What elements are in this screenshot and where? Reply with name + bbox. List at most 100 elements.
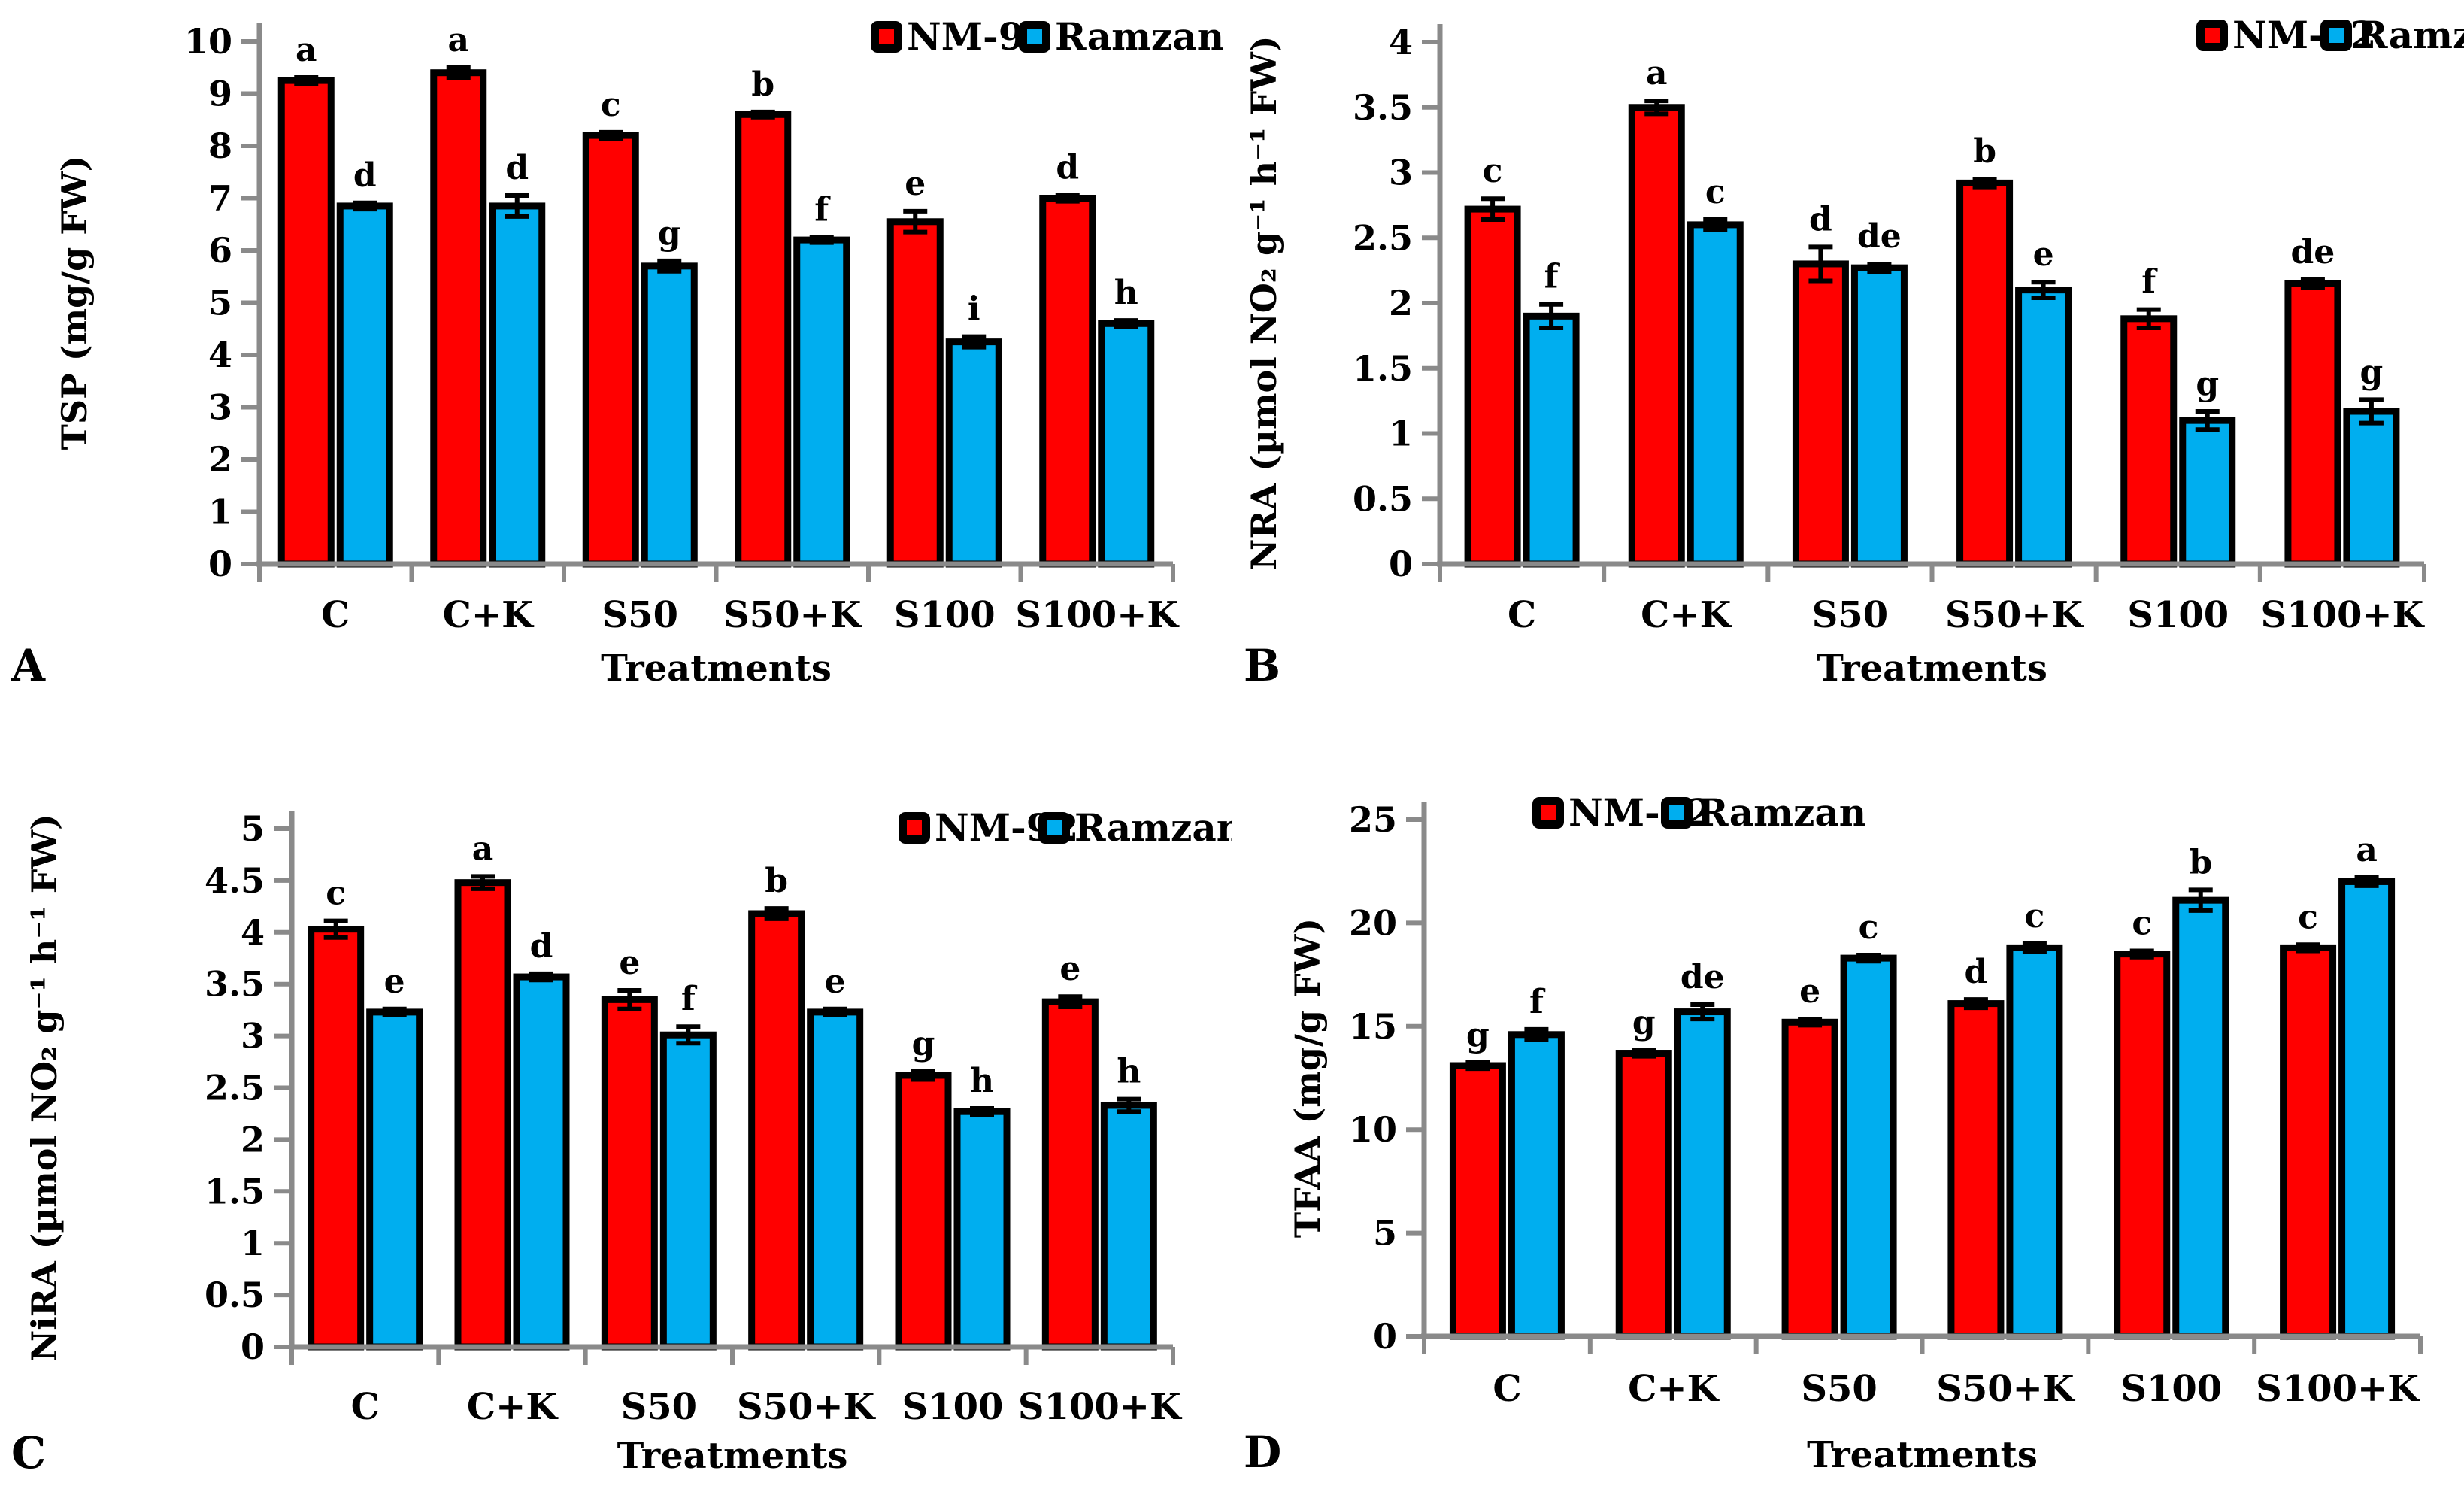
- category-label-s100: S100: [902, 1386, 1004, 1428]
- bar-nm-92-c+k: [1615, 1050, 1672, 1340]
- bar-ramzan-s100+k: [2338, 878, 2396, 1340]
- category-label-s50: S50: [1801, 1368, 1877, 1410]
- y-tick-label: 5: [208, 283, 232, 323]
- chart-svg-b: NRA (µmol NO₂ g⁻¹ h⁻¹ FW) 0 0.5 1 1.5 2 2.5 3 3.…: [1244, 13, 2464, 691]
- significance-letter: h: [970, 1062, 994, 1100]
- significance-letter: de: [1857, 217, 1902, 256]
- significance-letter: c: [1705, 173, 1726, 211]
- y-tick-label: 2: [241, 1119, 265, 1160]
- chart-svg-a: TSP (mg/g FW) 0 1 2 3 4 5 6 7 8 9 10 a d a d c g b f e i d h C C+…: [11, 14, 1224, 691]
- category-label-c+k: C+K: [443, 594, 535, 636]
- panel-letter-c: C: [11, 1427, 46, 1478]
- bar-ramzan-s50+k: [793, 236, 850, 568]
- bar-nm-92-s100: [2120, 315, 2178, 568]
- significance-letter: i: [968, 290, 980, 329]
- significance-letter: d: [505, 149, 529, 187]
- category-label-s100+k: S100+K: [1018, 1386, 1183, 1428]
- y-tick-label: 3.5: [1353, 87, 1413, 128]
- bar-ramzan-s100: [2172, 896, 2229, 1340]
- significance-letter: f: [681, 980, 698, 1018]
- y-tick-label: 4: [241, 912, 265, 953]
- category-label-c: C: [351, 1386, 380, 1428]
- x-axis-title: Treatments: [601, 647, 832, 690]
- y-tick-label: 3.5: [205, 964, 265, 1005]
- y-tick-label: 25: [1349, 799, 1397, 840]
- bar-nm-92-s50: [1781, 1018, 1838, 1340]
- bar-ramzan-c+k: [1674, 1008, 1731, 1340]
- panel-letter-a: A: [11, 640, 46, 691]
- significance-letter: d: [1809, 200, 1832, 238]
- significance-letter: h: [1114, 274, 1138, 312]
- significance-letter: d: [353, 156, 377, 195]
- y-tick-label: 3: [1389, 153, 1413, 193]
- category-label-c+k: C+K: [467, 1386, 559, 1428]
- y-axis-title: TSP (mg/g FW): [54, 156, 95, 450]
- legend-swatch-nm-92: [907, 820, 922, 835]
- significance-letter: b: [765, 862, 788, 900]
- y-tick-label: 5: [241, 808, 265, 849]
- legend-swatch-nm-92: [2205, 28, 2220, 43]
- y-tick-label: 8: [208, 126, 232, 166]
- significance-letter: e: [619, 944, 640, 982]
- y-tick-label: 2: [1389, 283, 1413, 323]
- category-label-s100+k: S100+K: [1015, 594, 1180, 636]
- category-label-s50+k: S50+K: [1945, 594, 2085, 636]
- legend-label-ramzan: Ramzan: [1074, 805, 1232, 850]
- significance-letter: de: [1681, 958, 1725, 996]
- bar-ramzan-s50: [659, 1031, 717, 1351]
- y-tick-label: 4: [208, 335, 232, 375]
- y-tick-label: 1.5: [1353, 348, 1413, 389]
- bar-ramzan-c: [366, 1008, 423, 1351]
- bar-ramzan-s50: [1840, 954, 1897, 1340]
- y-tick-label: 0.5: [1353, 478, 1413, 519]
- significance-letter: g: [2360, 353, 2384, 391]
- bar-nm-92-s50+k: [735, 111, 792, 568]
- bar-nm-92-s100: [895, 1072, 952, 1351]
- category-label-s50+k: S50+K: [737, 1386, 877, 1428]
- significance-letter: de: [2291, 233, 2335, 271]
- significance-letter: c: [1859, 908, 1879, 947]
- bar-ramzan-c: [336, 202, 393, 568]
- significance-letter: c: [2025, 897, 2045, 935]
- category-label-s100+k: S100+K: [2261, 594, 2426, 636]
- bar-nm-92-c+k: [454, 879, 511, 1351]
- category-label-s50+k: S50+K: [723, 594, 863, 636]
- y-tick-label: 20: [1349, 902, 1397, 943]
- y-tick-label: 10: [1349, 1109, 1397, 1150]
- y-tick-label: 5: [1373, 1213, 1397, 1254]
- y-tick-label: 1.5: [205, 1171, 265, 1211]
- y-tick-label: 4: [1389, 22, 1413, 62]
- panel-c-nira-chart: NiRA (µmol NO₂ g⁻¹ h⁻¹ FW) 0 0.5 1 1.5 2 2.5 3 3…: [0, 753, 1244, 1507]
- significance-letter: b: [751, 65, 774, 104]
- y-axis-title: TFAA (mg/g FW): [1287, 918, 1328, 1238]
- bar-nm-92-s50: [582, 132, 639, 568]
- category-label-c: C: [321, 594, 350, 636]
- y-tick-label: 6: [208, 230, 232, 271]
- legend-swatch-ramzan: [1669, 805, 1684, 820]
- significance-letter: d: [1965, 953, 1988, 991]
- category-label-s50: S50: [602, 594, 678, 636]
- y-axis-title: NRA (µmol NO₂ g⁻¹ h⁻¹ FW): [1244, 35, 1284, 570]
- significance-letter: f: [1544, 258, 1561, 296]
- y-tick-label: 4.5: [205, 860, 265, 901]
- significance-letter: f: [2141, 263, 2158, 302]
- significance-letter: e: [905, 165, 926, 203]
- bar-nm-92-c+k: [430, 69, 487, 568]
- significance-letter: a: [447, 21, 469, 59]
- bar-nm-92-c: [1464, 205, 1521, 568]
- panel-letter-b: B: [1244, 640, 1280, 691]
- bar-ramzan-c+k: [513, 973, 570, 1351]
- bar-nm-92-s50: [601, 996, 658, 1351]
- significance-letter: g: [658, 214, 681, 253]
- bar-ramzan-c+k: [1687, 221, 1744, 568]
- significance-letter: c: [326, 875, 346, 913]
- legend-label-ramzan: Ramzan: [1697, 790, 1866, 835]
- significance-letter: c: [2132, 904, 2152, 942]
- significance-letter: a: [295, 31, 317, 69]
- y-tick-label: 15: [1349, 1006, 1397, 1047]
- category-label-s50: S50: [621, 1386, 697, 1428]
- bar-ramzan-c+k: [489, 202, 546, 568]
- category-label-s100: S100: [2120, 1368, 2222, 1410]
- y-tick-label: 0: [241, 1327, 265, 1367]
- bar-nm-92-s100+k: [1041, 998, 1099, 1351]
